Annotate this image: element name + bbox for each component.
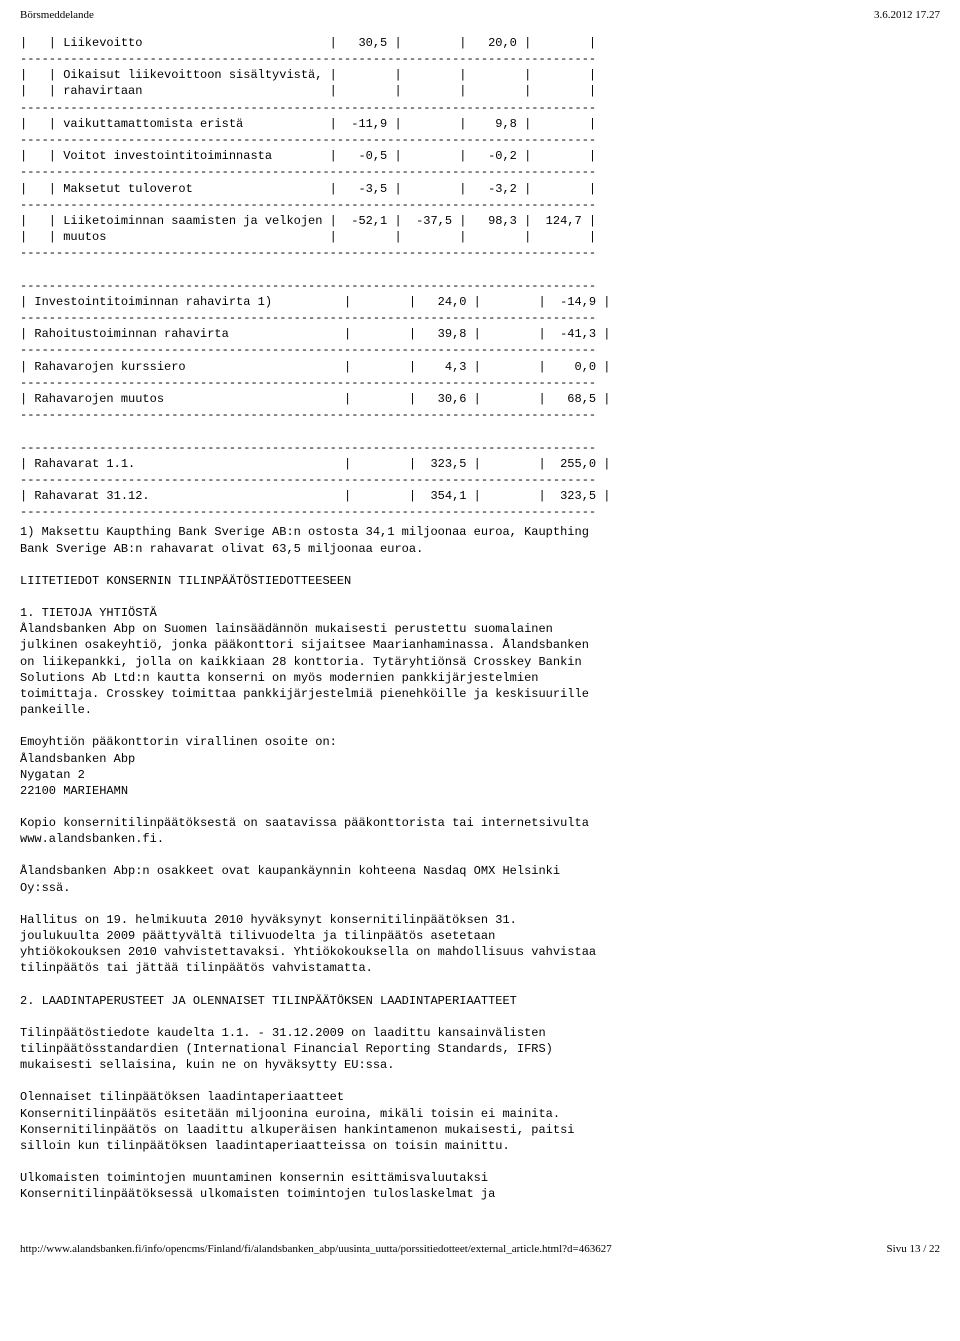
header-left: Börsmeddelande	[20, 8, 94, 23]
cashflow-table: | | Liikevoitto | 30,5 | | 20,0 | | ----…	[20, 35, 940, 521]
paragraph: LIITETIEDOT KONSERNIN TILINPÄÄTÖSTIEDOTT…	[20, 573, 940, 589]
header-right: 3.6.2012 17.27	[874, 8, 940, 23]
paragraph: Ulkomaisten toimintojen muuntaminen kons…	[20, 1170, 940, 1202]
paragraph: Kopio konsernitilinpäätöksestä on saatav…	[20, 815, 940, 847]
paragraph: Ålandsbanken Abp:n osakkeet ovat kaupank…	[20, 863, 940, 895]
paragraph: 1) Maksettu Kaupthing Bank Sverige AB:n …	[20, 524, 940, 556]
paragraph: Emoyhtiön pääkonttorin virallinen osoite…	[20, 734, 940, 799]
body-paragraphs: 1) Maksettu Kaupthing Bank Sverige AB:n …	[20, 524, 940, 1202]
footer-url: http://www.alandsbanken.fi/info/opencms/…	[20, 1242, 612, 1257]
paragraph: Olennaiset tilinpäätöksen laadintaperiaa…	[20, 1089, 940, 1154]
paragraph: Tilinpäätöstiedote kaudelta 1.1. - 31.12…	[20, 1025, 940, 1074]
paragraph: 2. LAADINTAPERUSTEET JA OLENNAISET TILIN…	[20, 993, 940, 1009]
footer-page: Sivu 13 / 22	[887, 1242, 940, 1257]
paragraph: 1. TIETOJA YHTIÖSTÄ Ålandsbanken Abp on …	[20, 605, 940, 718]
page-footer: http://www.alandsbanken.fi/info/opencms/…	[20, 1242, 940, 1257]
paragraph: Hallitus on 19. helmikuuta 2010 hyväksyn…	[20, 912, 940, 977]
page-header: Börsmeddelande 3.6.2012 17.27	[20, 8, 940, 23]
